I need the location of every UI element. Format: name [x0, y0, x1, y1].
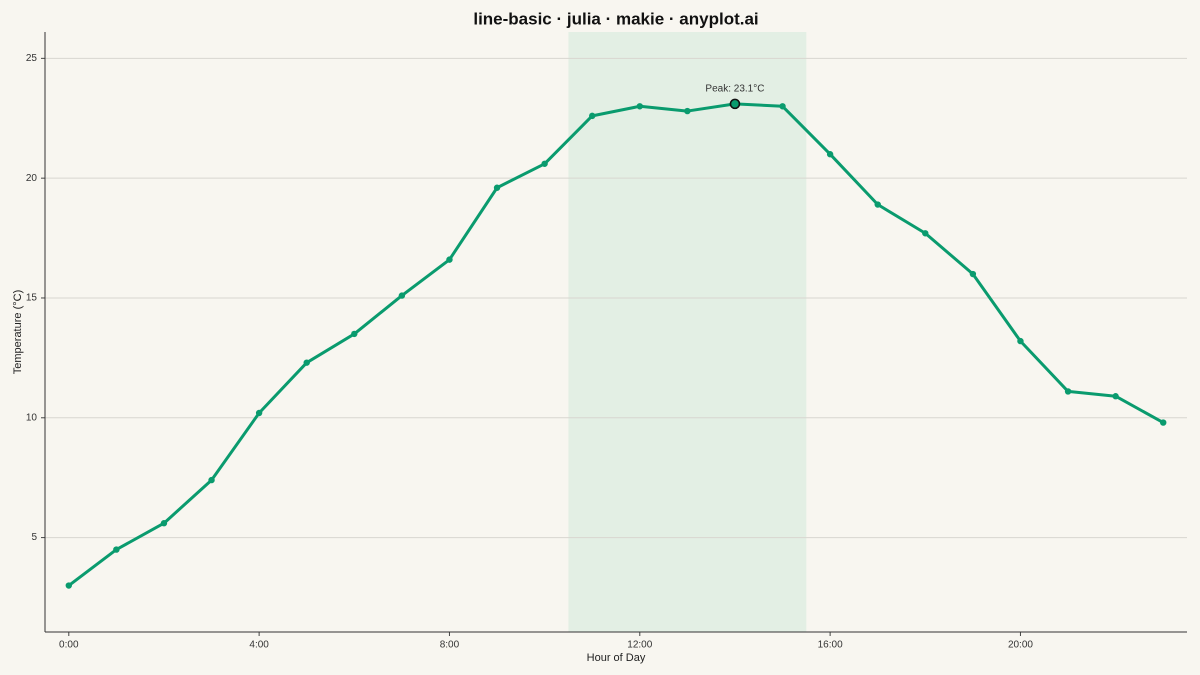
line — [67, 102, 1164, 587]
point — [1017, 337, 1024, 345]
point — [684, 107, 691, 115]
peak-marker — [729, 98, 741, 110]
chart-title: line-basic · julia · makie · anyplot.ai — [473, 9, 758, 28]
point — [826, 151, 834, 158]
x-tick-label: 20:00 — [1008, 640, 1033, 651]
point — [779, 103, 786, 110]
x-tick-label: 0:00 — [59, 640, 79, 651]
y-tick-label: 5 — [31, 532, 37, 543]
point — [303, 359, 310, 366]
point — [446, 256, 453, 263]
y-tick-label: 15 — [26, 293, 38, 304]
point — [541, 160, 548, 167]
shaded-region — [568, 32, 807, 632]
point — [1064, 388, 1072, 395]
x-tick-label: 8:00 — [440, 640, 460, 651]
point — [113, 546, 120, 553]
y-tick-label: 25 — [26, 53, 38, 64]
point — [636, 103, 643, 110]
y-axis-label: Temperature (°C) — [12, 290, 24, 374]
point — [493, 184, 501, 191]
point — [398, 292, 406, 299]
point — [922, 230, 929, 237]
point — [969, 270, 977, 278]
point — [65, 582, 72, 589]
point — [255, 409, 263, 417]
point — [589, 112, 596, 120]
x-tick-label: 12:00 — [627, 640, 652, 651]
peak-annotation: Peak: 23.1°C — [705, 84, 764, 95]
point — [351, 330, 358, 338]
y-tick-label: 10 — [26, 412, 38, 423]
y-tick-label: 20 — [26, 173, 38, 184]
point — [1160, 419, 1167, 426]
point — [160, 520, 168, 527]
x-tick-label: 16:00 — [818, 640, 843, 651]
x-tick-label: 4:00 — [249, 640, 269, 651]
x-axis-label: Hour of Day — [587, 652, 646, 664]
point — [208, 476, 215, 484]
point — [1112, 393, 1119, 400]
point — [874, 201, 881, 208]
